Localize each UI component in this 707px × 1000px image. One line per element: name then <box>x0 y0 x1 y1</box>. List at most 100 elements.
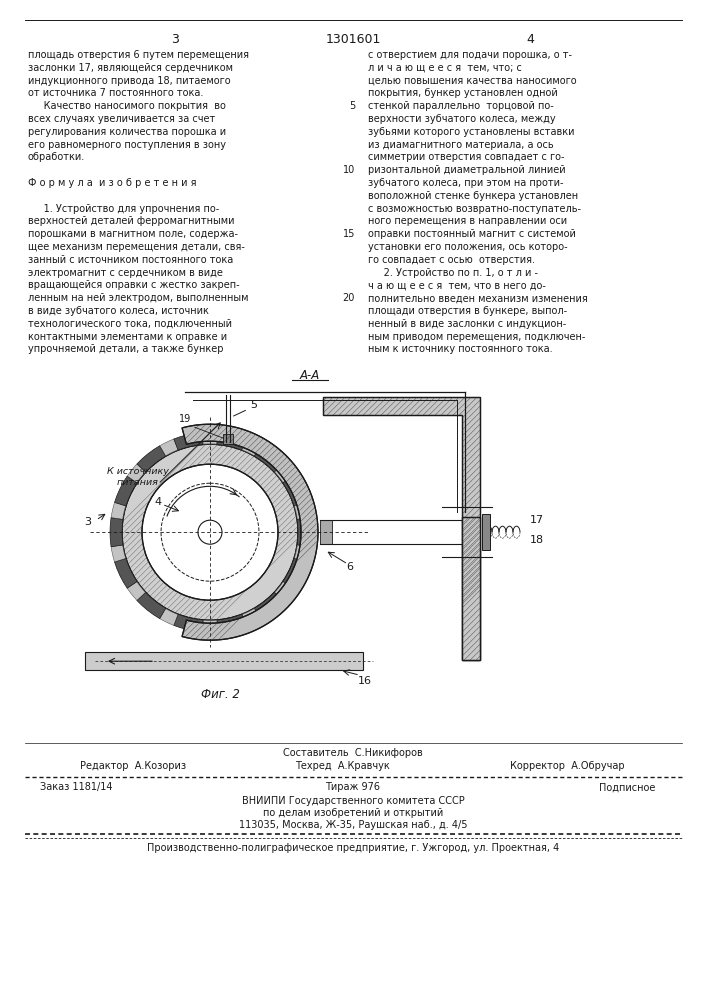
Text: его равномерного поступления в зону: его равномерного поступления в зону <box>28 140 226 150</box>
Polygon shape <box>255 592 283 619</box>
Polygon shape <box>160 608 178 625</box>
Text: 6: 6 <box>346 562 354 572</box>
Text: 15: 15 <box>343 229 355 239</box>
Polygon shape <box>202 620 218 632</box>
Text: площади отверстия в бункере, выпол-: площади отверстия в бункере, выпол- <box>368 306 567 316</box>
Polygon shape <box>255 446 283 472</box>
Polygon shape <box>115 476 137 506</box>
Text: технологического тока, подключенный: технологического тока, подключенный <box>28 319 232 329</box>
Text: Заказ 1181/14: Заказ 1181/14 <box>40 782 112 792</box>
Text: порошками в магнитном поле, содержа-: порошками в магнитном поле, содержа- <box>28 229 238 239</box>
Text: 17: 17 <box>530 515 544 525</box>
Polygon shape <box>202 432 218 444</box>
Text: от источника 7 постоянного тока.: от источника 7 постоянного тока. <box>28 88 204 98</box>
Bar <box>223 434 233 444</box>
Text: щее механизм перемещения детали, свя-: щее механизм перемещения детали, свя- <box>28 242 245 252</box>
Text: 4: 4 <box>154 497 162 507</box>
Text: регулирования количества порошка и: регулирования количества порошка и <box>28 127 226 137</box>
Text: полнительно введен механизм изменения: полнительно введен механизм изменения <box>368 293 588 303</box>
Text: всех случаях увеличивается за счет: всех случаях увеличивается за счет <box>28 114 215 124</box>
Text: 1. Устройство для упрочнения по-: 1. Устройство для упрочнения по- <box>28 204 219 214</box>
Polygon shape <box>482 514 490 550</box>
Text: из диамагнитного материала, а ось: из диамагнитного материала, а ось <box>368 140 554 150</box>
Text: Фиг. 2: Фиг. 2 <box>201 688 240 701</box>
Text: Составитель  С.Никифоров: Составитель С.Никифоров <box>283 748 423 758</box>
Text: Тираж 976: Тираж 976 <box>325 782 380 792</box>
Text: симметрии отверстия совпадает с го-: симметрии отверстия совпадает с го- <box>368 152 564 162</box>
Text: заслонки 17, являющейся сердечником: заслонки 17, являющейся сердечником <box>28 63 233 73</box>
Text: покрытия, бункер установлен одной: покрытия, бункер установлен одной <box>368 88 558 98</box>
Polygon shape <box>294 502 309 519</box>
Polygon shape <box>323 397 480 660</box>
Polygon shape <box>242 439 260 456</box>
Polygon shape <box>174 433 203 450</box>
Text: го совпадает с осью  отверстия.: го совпадает с осью отверстия. <box>368 255 535 265</box>
Text: электромагнит с сердечником в виде: электромагнит с сердечником в виде <box>28 268 223 278</box>
Text: ч а ю щ е е с я  тем, что в него до-: ч а ю щ е е с я тем, что в него до- <box>368 280 546 290</box>
Bar <box>320 520 332 544</box>
Text: л и ч а ю щ е е с я  тем, что; с: л и ч а ю щ е е с я тем, что; с <box>368 63 522 73</box>
Text: Качество наносимого покрытия  во: Качество наносимого покрытия во <box>28 101 226 111</box>
Text: 2. Устройство по п. 1, о т л и -: 2. Устройство по п. 1, о т л и - <box>368 268 538 278</box>
Text: занный с источником постоянного тока: занный с источником постоянного тока <box>28 255 233 265</box>
Text: в виде зубчатого колеса, источник: в виде зубчатого колеса, источник <box>28 306 209 316</box>
Polygon shape <box>182 424 318 640</box>
Text: оправки постоянный магнит с системой: оправки постоянный магнит с системой <box>368 229 576 239</box>
Polygon shape <box>242 608 260 625</box>
Text: 3: 3 <box>171 33 179 46</box>
Text: ного перемещения в направлении оси: ного перемещения в направлении оси <box>368 216 567 226</box>
Text: 113035, Москва, Ж-35, Раушская наб., д. 4/5: 113035, Москва, Ж-35, Раушская наб., д. … <box>239 820 467 830</box>
Text: контактными элементами к оправке и: контактными элементами к оправке и <box>28 332 227 342</box>
Text: К источнику
питания: К источнику питания <box>107 468 169 487</box>
Text: 5: 5 <box>250 400 257 410</box>
Circle shape <box>198 520 222 544</box>
Text: ненный в виде заслонки с индукцион-: ненный в виде заслонки с индукцион- <box>368 319 566 329</box>
Polygon shape <box>115 558 137 588</box>
Text: с возможностью возвратно-поступатель-: с возможностью возвратно-поступатель- <box>368 204 581 214</box>
Polygon shape <box>283 476 305 506</box>
Polygon shape <box>462 517 480 660</box>
Text: стенкой параллельно  торцовой по-: стенкой параллельно торцовой по- <box>368 101 554 111</box>
Polygon shape <box>297 518 310 547</box>
Text: зубчатого колеса, при этом на проти-: зубчатого колеса, при этом на проти- <box>368 178 563 188</box>
Polygon shape <box>160 439 178 456</box>
Text: целью повышения качества наносимого: целью повышения качества наносимого <box>368 76 577 86</box>
Polygon shape <box>217 433 246 450</box>
Polygon shape <box>217 614 246 632</box>
Text: ризонтальной диаметральной линией: ризонтальной диаметральной линией <box>368 165 566 175</box>
Text: Подписное: Подписное <box>599 782 655 792</box>
Text: Производственно-полиграфическое предприятие, г. Ужгород, ул. Проектная, 4: Производственно-полиграфическое предприя… <box>147 843 559 853</box>
Polygon shape <box>111 545 126 562</box>
Polygon shape <box>127 464 146 483</box>
Bar <box>85 652 363 670</box>
Text: воположной стенке бункера установлен: воположной стенке бункера установлен <box>368 191 578 201</box>
Text: с отверстием для подачи порошка, о т-: с отверстием для подачи порошка, о т- <box>368 50 572 60</box>
Text: Техред  А.Кравчук: Техред А.Кравчук <box>295 761 390 771</box>
Text: 18: 18 <box>530 535 544 545</box>
Text: зубьями которого установлены вставки: зубьями которого установлены вставки <box>368 127 575 137</box>
Polygon shape <box>294 545 309 562</box>
Text: 3: 3 <box>85 517 91 527</box>
Text: 16: 16 <box>358 676 372 686</box>
Text: Редактор  А.Козориз: Редактор А.Козориз <box>80 761 186 771</box>
Text: Ф о р м у л а  и з о б р е т е н и я: Ф о р м у л а и з о б р е т е н и я <box>28 178 197 188</box>
Polygon shape <box>110 518 123 547</box>
Polygon shape <box>111 502 126 519</box>
Polygon shape <box>174 614 203 632</box>
Text: 19: 19 <box>179 414 191 424</box>
Text: установки его положения, ось которо-: установки его положения, ось которо- <box>368 242 568 252</box>
Text: обработки.: обработки. <box>28 152 86 162</box>
Text: верхностей деталей ферромагнитными: верхностей деталей ферромагнитными <box>28 216 235 226</box>
Text: 1301601: 1301601 <box>325 33 380 46</box>
Text: 4: 4 <box>526 33 534 46</box>
Text: по делам изобретений и открытий: по делам изобретений и открытий <box>263 808 443 818</box>
Text: Корректор  А.Обручар: Корректор А.Обручар <box>510 761 624 771</box>
Text: индукционного привода 18, питаемого: индукционного привода 18, питаемого <box>28 76 230 86</box>
Polygon shape <box>137 592 165 619</box>
Polygon shape <box>274 581 293 600</box>
Text: площадь отверстия 6 путем перемещения: площадь отверстия 6 путем перемещения <box>28 50 249 60</box>
Text: упрочняемой детали, а также бункер: упрочняемой детали, а также бункер <box>28 344 223 354</box>
Text: ленным на ней электродом, выполненным: ленным на ней электродом, выполненным <box>28 293 248 303</box>
Polygon shape <box>137 446 165 472</box>
Text: вращающейся оправки с жестко закреп-: вращающейся оправки с жестко закреп- <box>28 280 240 290</box>
